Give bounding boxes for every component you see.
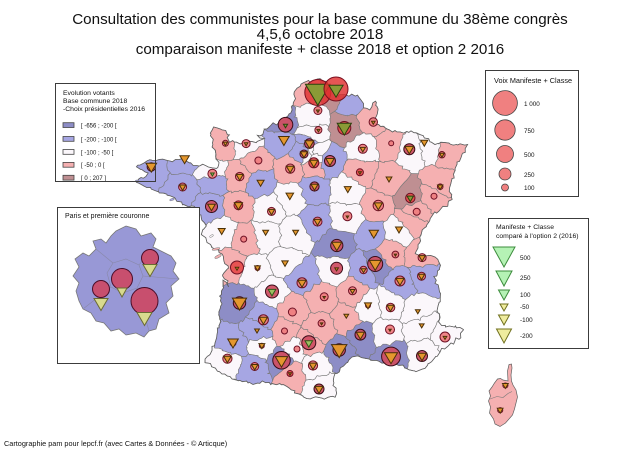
svg-text:500: 500 [520, 255, 531, 262]
svg-text:[ 0 ; 207 ]: [ 0 ; 207 ] [81, 176, 106, 181]
svg-text:-100: -100 [520, 317, 533, 324]
svg-text:[ -656 ; -200 [: [ -656 ; -200 [ [81, 124, 117, 130]
svg-text:250: 250 [524, 172, 535, 179]
svg-text:750: 750 [524, 128, 535, 135]
svg-text:250: 250 [520, 275, 531, 282]
svg-text:[ -50 ; 0 [: [ -50 ; 0 [ [81, 163, 105, 169]
svg-text:-200: -200 [520, 333, 533, 340]
svg-text:1 000: 1 000 [524, 101, 540, 108]
svg-text:[ -100 ; -50 [: [ -100 ; -50 [ [81, 150, 114, 156]
svg-text:[ -200 ; -100 [: [ -200 ; -100 [ [81, 137, 117, 143]
svg-text:500: 500 [524, 152, 535, 159]
svg-text:100: 100 [520, 292, 531, 299]
svg-text:-50: -50 [520, 304, 530, 311]
svg-text:100: 100 [524, 185, 535, 192]
